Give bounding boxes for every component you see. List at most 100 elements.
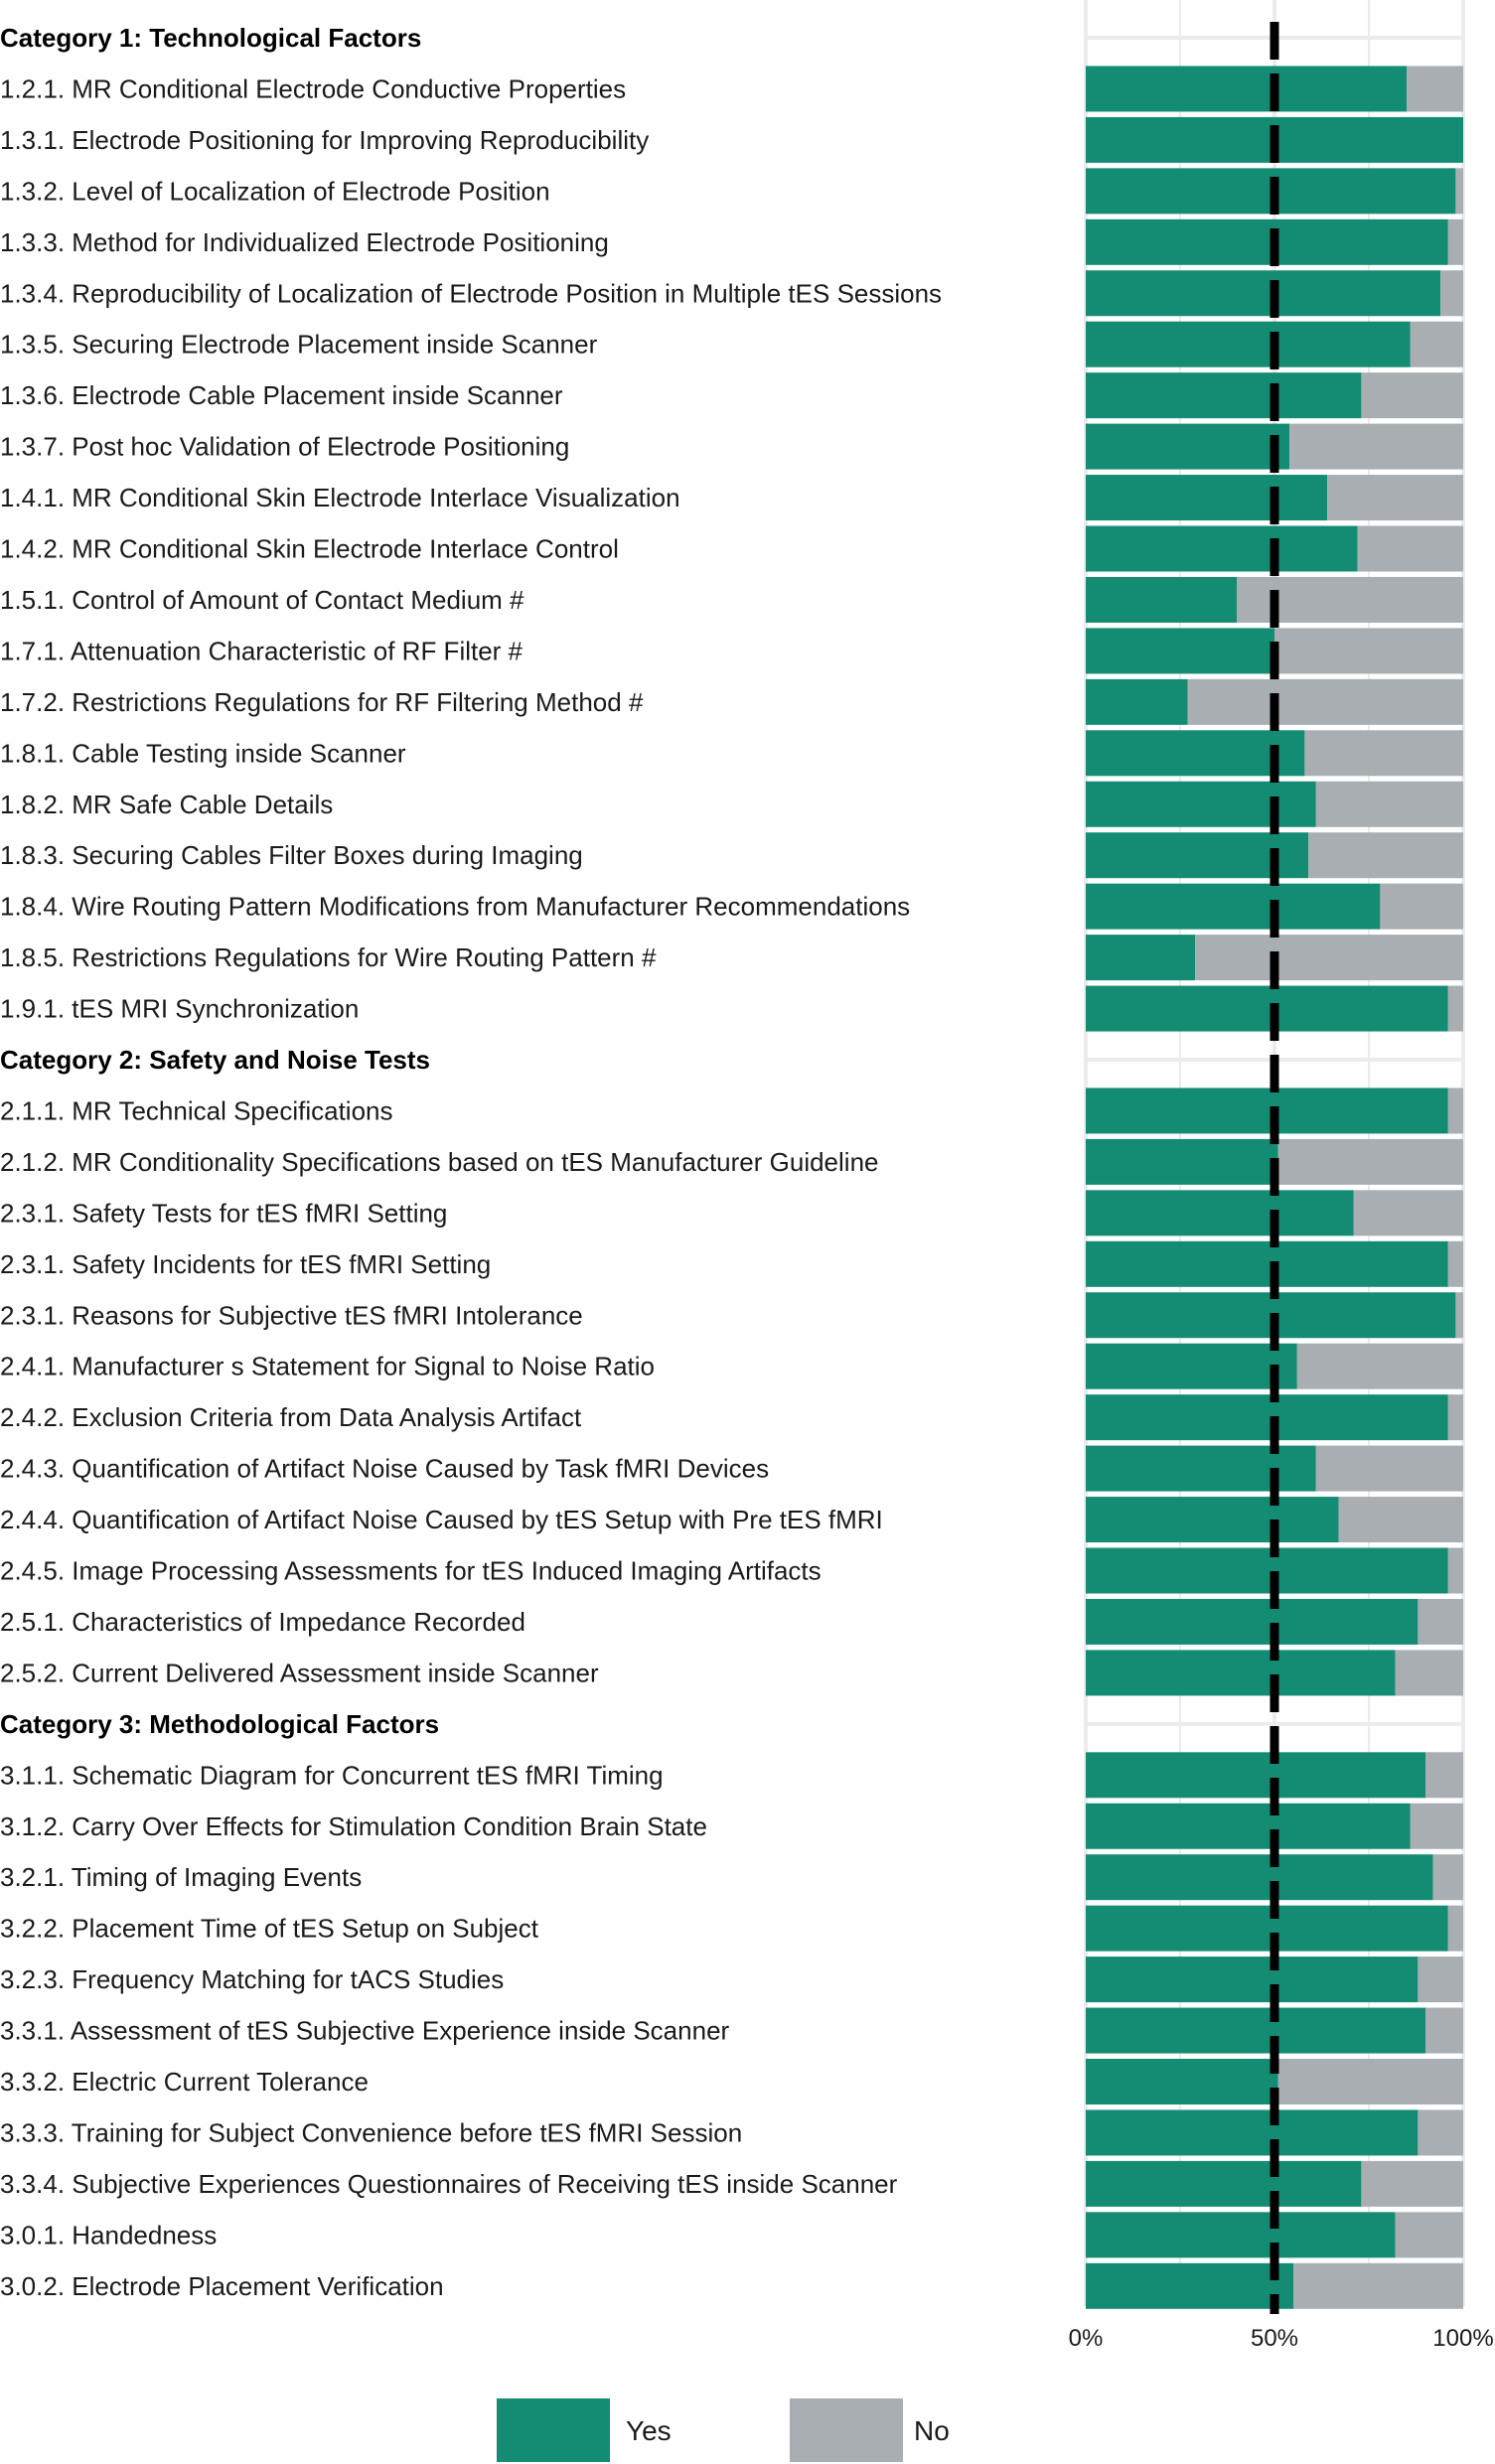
- bar-yes: [1086, 1547, 1448, 1594]
- bar-yes: [1086, 475, 1328, 521]
- bar-yes: [1086, 1138, 1278, 1185]
- legend-swatch: [497, 2398, 610, 2462]
- row-label: 3.1.1. Schematic Diagram for Concurrent …: [0, 1760, 664, 1790]
- bar-no: [1425, 2007, 1463, 2054]
- row-label: 1.8.5. Restrictions Regulations for Wire…: [0, 942, 657, 972]
- bar-yes: [1086, 1240, 1448, 1287]
- row-label: 1.3.4. Reproducibility of Localization o…: [0, 278, 942, 308]
- bar-yes: [1086, 1343, 1297, 1389]
- row-label: 1.8.1. Cable Testing inside Scanner: [0, 738, 406, 768]
- row-label: 3.3.1. Assessment of tES Subjective Expe…: [0, 2016, 730, 2046]
- row-label: 1.9.1. tES MRI Synchronization: [0, 994, 359, 1024]
- bar-yes: [1086, 525, 1358, 572]
- row-label: 2.4.4. Quantification of Artifact Noise …: [0, 1505, 883, 1534]
- bar-no: [1293, 2262, 1463, 2309]
- bar-no: [1361, 2160, 1463, 2207]
- bar-yes: [1086, 1087, 1448, 1134]
- bar-no: [1289, 423, 1463, 470]
- bar-no: [1447, 218, 1463, 265]
- bar-no: [1418, 1957, 1463, 2003]
- bar-no: [1410, 1803, 1463, 1849]
- bar-no: [1195, 935, 1463, 981]
- x-tick-label: 50%: [1251, 2325, 1298, 2352]
- bar-yes: [1086, 1957, 1419, 2003]
- bar-yes: [1086, 1854, 1433, 1901]
- bar-yes: [1086, 321, 1411, 367]
- bar-no: [1277, 1138, 1463, 1185]
- bar-yes: [1086, 1497, 1339, 1543]
- bar-yes: [1086, 1752, 1425, 1799]
- row-label: 1.7.2. Restrictions Regulations for RF F…: [0, 687, 644, 717]
- row-label: 2.1.2. MR Conditionality Specifications …: [0, 1147, 878, 1177]
- bar-no: [1395, 2212, 1463, 2258]
- bar-yes: [1086, 1905, 1448, 1952]
- row-label: 1.3.6. Electrode Cable Placement inside …: [0, 380, 563, 410]
- bar-no: [1418, 1598, 1463, 1645]
- bar-no: [1315, 781, 1463, 827]
- x-tick-label: 100%: [1432, 2325, 1493, 2352]
- bar-yes: [1086, 2059, 1278, 2104]
- row-label: 2.3.1. Reasons for Subjective tES fMRI I…: [0, 1300, 583, 1330]
- bar-yes: [1086, 218, 1448, 265]
- row-label: 3.0.1. Handedness: [0, 2220, 217, 2249]
- row-label: 2.4.3. Quantification of Artifact Noise …: [0, 1454, 769, 1484]
- legend-swatch: [790, 2398, 903, 2462]
- bar-yes: [1086, 2109, 1419, 2156]
- bar-no: [1361, 372, 1463, 419]
- row-label: 1.8.2. MR Safe Cable Details: [0, 790, 333, 819]
- bar-no: [1395, 1650, 1463, 1696]
- category-title: Category 3: Methodological Factors: [0, 1709, 439, 1739]
- bar-no: [1274, 628, 1463, 674]
- bar-no: [1380, 883, 1463, 930]
- bar-yes: [1086, 883, 1381, 930]
- row-label: 1.3.3. Method for Individualized Electro…: [0, 227, 609, 257]
- row-label: 2.5.2. Current Delivered Assessment insi…: [0, 1658, 599, 1687]
- bar-no: [1425, 1752, 1463, 1799]
- bar-no: [1353, 1190, 1463, 1236]
- row-label: 1.5.1. Control of Amount of Contact Medi…: [0, 585, 524, 615]
- bar-yes: [1086, 1803, 1411, 1849]
- row-label: 3.3.3. Training for Subject Convenience …: [0, 2117, 742, 2147]
- x-axis-ticks: 0% 50% 100%: [1069, 2325, 1494, 2352]
- bar-yes: [1086, 270, 1441, 317]
- legend: Yes No: [497, 2398, 950, 2462]
- bar-no: [1327, 475, 1463, 521]
- legend-label: No: [914, 2415, 950, 2446]
- row-label: 1.3.5. Securing Electrode Placement insi…: [0, 330, 598, 360]
- bar-no: [1447, 1547, 1463, 1594]
- bar-no: [1315, 1445, 1463, 1492]
- bar-no: [1357, 525, 1463, 572]
- bar-yes: [1086, 730, 1305, 777]
- row-label: 1.7.1. Attenuation Characteristic of RF …: [0, 636, 523, 665]
- row-label: 1.2.1. MR Conditional Electrode Conducti…: [0, 73, 626, 103]
- row-label: 1.3.1. Electrode Positioning for Improvi…: [0, 125, 649, 155]
- bar-yes: [1086, 1394, 1448, 1441]
- row-label: 3.2.1. Timing of Imaging Events: [0, 1862, 362, 1892]
- bar-yes: [1086, 935, 1196, 981]
- row-label: 2.4.5. Image Processing Assessments for …: [0, 1556, 822, 1586]
- bar-yes: [1086, 1650, 1396, 1696]
- bar-no: [1432, 1854, 1463, 1901]
- bar-no: [1308, 832, 1463, 879]
- bar-no: [1455, 168, 1463, 215]
- row-label: 3.0.2. Electrode Placement Verification: [0, 2271, 444, 2301]
- row-label: 1.3.2. Level of Localization of Electrod…: [0, 176, 550, 206]
- bar-yes: [1086, 628, 1274, 674]
- row-label: 3.3.4. Subjective Experiences Questionna…: [0, 2169, 898, 2199]
- row-label: 1.8.4. Wire Routing Pattern Modification…: [0, 892, 910, 922]
- bar-no: [1418, 2109, 1463, 2156]
- row-label: 3.2.3. Frequency Matching for tACS Studi…: [0, 1964, 504, 1994]
- bar-yes: [1086, 985, 1448, 1032]
- row-label: 2.4.2. Exclusion Criteria from Data Anal…: [0, 1402, 582, 1432]
- row-label: 2.1.1. MR Technical Specifications: [0, 1095, 393, 1125]
- bar-no: [1447, 1240, 1463, 1287]
- bar-yes: [1086, 2212, 1396, 2258]
- bar-no: [1304, 730, 1463, 777]
- bar-no: [1338, 1497, 1463, 1543]
- bar-yes: [1086, 2262, 1293, 2309]
- legend-label: Yes: [626, 2415, 672, 2446]
- bars: [1086, 66, 1463, 2309]
- bar-yes: [1086, 1445, 1316, 1492]
